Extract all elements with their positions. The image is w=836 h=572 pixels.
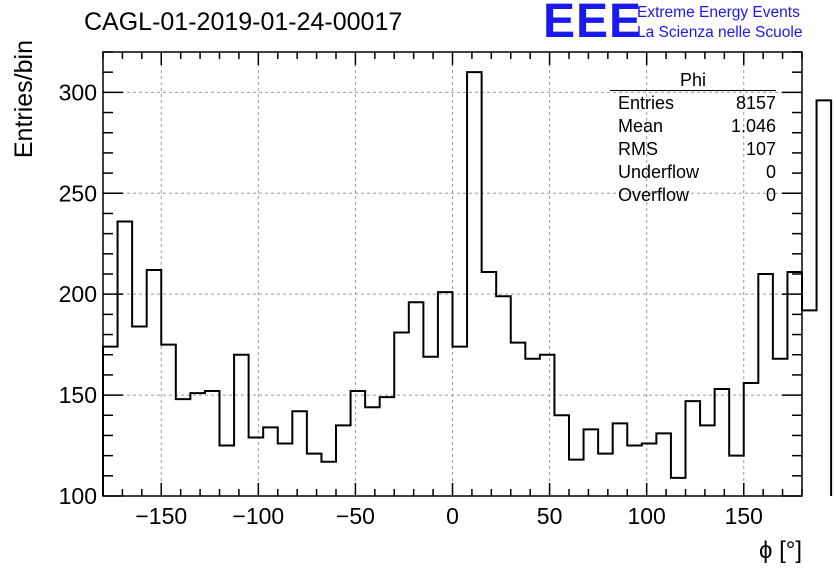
run-title: CAGL-01-2019-01-24-00017	[84, 8, 403, 36]
y-tick-label: 300	[59, 79, 97, 105]
y-tick-label: 200	[59, 281, 97, 307]
stats-value: 0	[765, 162, 776, 182]
stats-row-rms: RMS 107	[610, 137, 776, 160]
stats-row-entries: Entries 8157	[610, 91, 776, 114]
x-axis-label: ϕ [°]	[759, 537, 802, 564]
x-tick-label: −100	[232, 503, 284, 529]
y-tick-label: 100	[59, 483, 97, 509]
stats-box: Phi Entries 8157 Mean 1.046 RMS 107 Unde…	[610, 68, 776, 206]
tick-labels: −150 −100 −50 0 50 100 150 100 150 200 250 300	[59, 79, 763, 529]
logo-line-2: La Scienza nelle Scuole	[637, 24, 803, 41]
eee-logo: EEE Extreme Energy Events La Scienza nel…	[543, 0, 833, 48]
stats-label: RMS	[618, 139, 658, 159]
stats-row-overflow: Overflow 0	[610, 183, 776, 206]
logo-mark: EEE	[543, 0, 643, 48]
stats-label: Overflow	[618, 185, 690, 205]
stats-value: 0	[765, 185, 776, 205]
axis-ticks	[102, 51, 803, 497]
x-tick-label: 150	[725, 503, 763, 529]
y-axis-label: Entries/bin	[10, 40, 38, 158]
x-tick-label: 100	[627, 503, 665, 529]
stats-row-underflow: Underflow 0	[610, 160, 776, 183]
stats-value: 107	[745, 139, 776, 159]
x-tick-label: 0	[446, 503, 459, 529]
stats-label: Underflow	[618, 162, 700, 182]
x-tick-label: 50	[537, 503, 563, 529]
stats-row-mean: Mean 1.046	[610, 114, 776, 137]
x-tick-label: −50	[336, 503, 375, 529]
stats-label: Entries	[618, 93, 675, 113]
stats-title: Phi	[610, 68, 776, 91]
stats-label: Mean	[618, 116, 664, 136]
stats-value: 1.046	[730, 116, 776, 136]
histogram-series	[102, 71, 833, 496]
y-tick-label: 250	[59, 180, 97, 206]
y-tick-label: 150	[59, 382, 97, 408]
logo-line-1: Extreme Energy Events	[637, 4, 800, 21]
stats-value: 8157	[735, 93, 776, 113]
x-tick-label: −150	[135, 503, 187, 529]
